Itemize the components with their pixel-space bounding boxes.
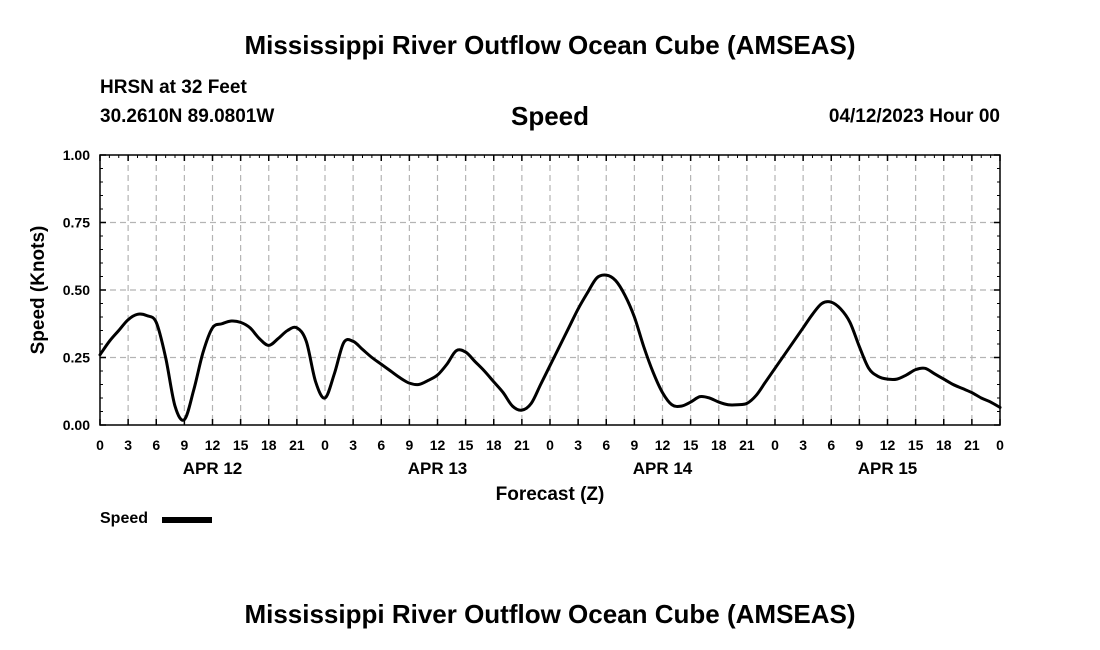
x-tick-label: 6: [377, 437, 385, 453]
x-tick-label: 0: [546, 437, 554, 453]
legend-line-swatch: [162, 517, 212, 523]
x-tick-label: 9: [855, 437, 863, 453]
y-tick-label: 0.50: [63, 282, 90, 298]
day-label: APR 12: [183, 459, 243, 478]
x-tick-label: 0: [996, 437, 1004, 453]
footer-title: Mississippi River Outflow Ocean Cube (AM…: [244, 599, 856, 629]
x-tick-label: 3: [799, 437, 807, 453]
x-tick-label: 15: [458, 437, 474, 453]
x-tick-label: 3: [124, 437, 132, 453]
axes: 0.00 0.25 0.50 0.75 1.00 0 3 6 9 12 15 18 21 0 3 6 9 12 15…: [63, 147, 1004, 478]
x-tick-label: 21: [964, 437, 980, 453]
x-tick-label: 9: [180, 437, 188, 453]
series-layer: [98, 273, 1002, 422]
x-tick-label: 18: [711, 437, 727, 453]
x-tick-label: 18: [261, 437, 277, 453]
axis-labels: Forecast (Z) Speed (Knots): [28, 226, 604, 505]
x-tick-label: 21: [289, 437, 305, 453]
x-tick-label: 9: [630, 437, 638, 453]
station-label: HRSN at 32 Feet: [100, 77, 247, 98]
x-tick-label: 21: [514, 437, 530, 453]
speed-series-line: [98, 273, 1002, 422]
x-tick-label: 12: [205, 437, 221, 453]
variable-title: Speed: [510, 101, 590, 131]
x-tick-label: 3: [349, 437, 357, 453]
y-tick-label: 0.25: [63, 350, 90, 366]
x-tick-label: 15: [233, 437, 249, 453]
x-tick-label: 18: [486, 437, 502, 453]
plot-frame: [99, 154, 1001, 426]
x-tick-label: 18: [936, 437, 952, 453]
y-tick-label: 0.75: [63, 215, 90, 231]
x-tick-label: 0: [771, 437, 779, 453]
x-axis-label: Forecast (Z): [496, 484, 605, 505]
y-tick-label: 1.00: [63, 147, 90, 163]
x-tick-label: 6: [152, 437, 160, 453]
x-tick-label: 0: [321, 437, 329, 453]
x-tick-label: 3: [574, 437, 582, 453]
y-axis-label: Speed (Knots): [28, 226, 49, 355]
grid: [100, 155, 1000, 425]
y-tick-label: 0.00: [63, 417, 90, 433]
x-tick-label: 12: [880, 437, 896, 453]
x-tick-label: 15: [908, 437, 924, 453]
day-label: APR 15: [858, 459, 918, 478]
legend-label: Speed: [100, 510, 149, 527]
x-tick-label: 12: [655, 437, 671, 453]
run-time-label: 04/12/2023 Hour 00: [828, 106, 1000, 127]
x-tick-label: 6: [602, 437, 610, 453]
coordinates-label: 30.2610N 89.0801W: [100, 106, 275, 127]
x-tick-label: 12: [430, 437, 446, 453]
x-tick-label: 6: [827, 437, 835, 453]
x-tick-label: 15: [683, 437, 699, 453]
x-tick-label: 0: [96, 437, 104, 453]
chart-title: Mississippi River Outflow Ocean Cube (AM…: [244, 30, 856, 60]
x-tick-label: 21: [739, 437, 755, 453]
day-label: APR 14: [633, 459, 693, 478]
day-label: APR 13: [408, 459, 468, 478]
x-tick-label: 9: [405, 437, 413, 453]
